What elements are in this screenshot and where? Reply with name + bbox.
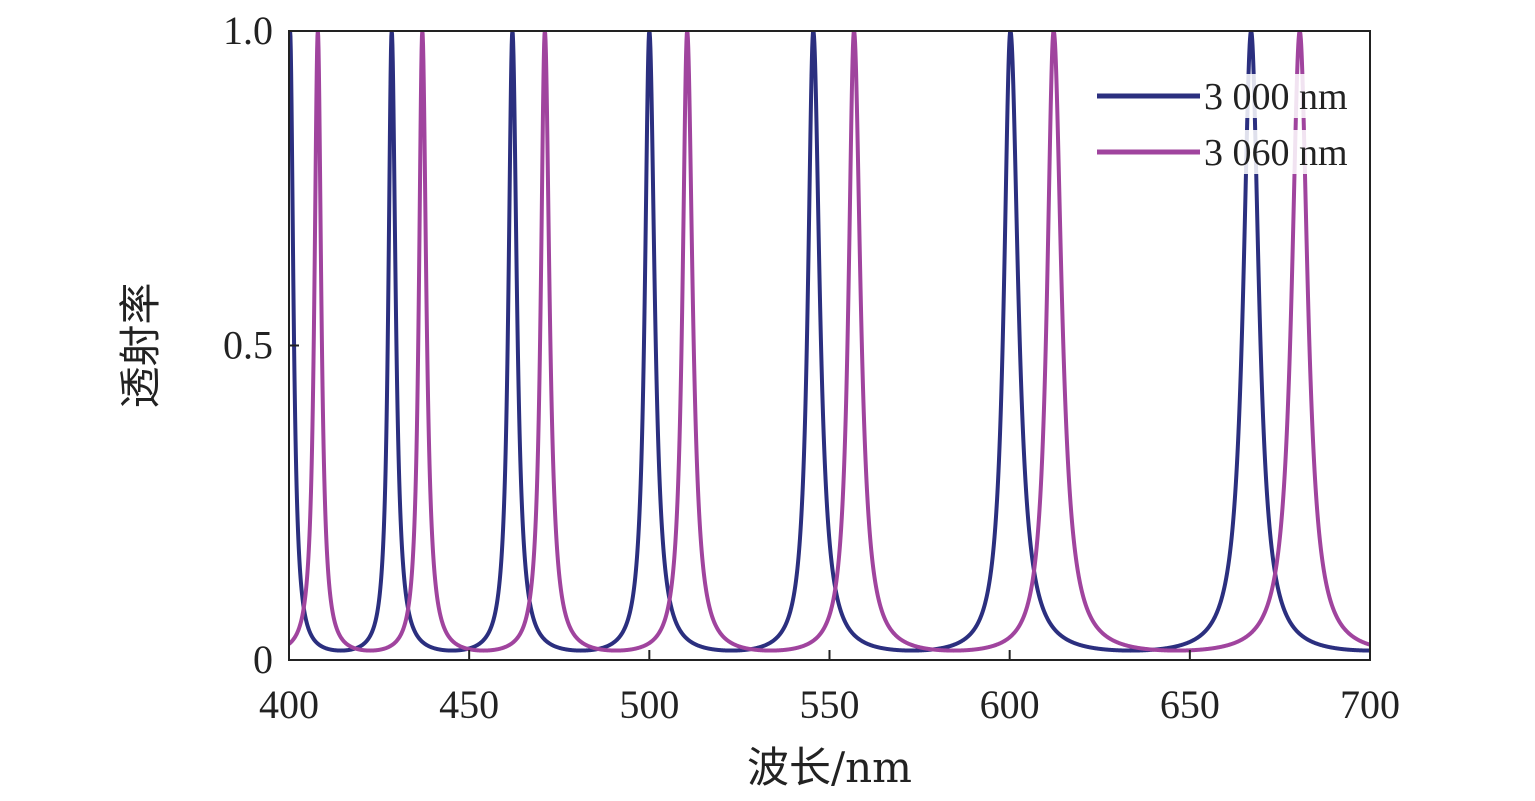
x-axis-title: 波长/nm	[747, 743, 912, 792]
legend-label-1: 3 000 nm	[1204, 76, 1348, 118]
x-tick-label: 650	[1160, 682, 1220, 727]
legend-label-2: 3 060 nm	[1204, 132, 1348, 174]
tick-layer: 400 450 500 550 600 650 700 0 0.5 1.0	[223, 8, 1400, 727]
plot-frame	[288, 30, 1371, 661]
x-tick-label: 550	[800, 682, 860, 727]
x-tick-label: 450	[439, 682, 499, 727]
y-tick-label: 0.5	[223, 323, 273, 368]
x-tick-label: 700	[1340, 682, 1400, 727]
series-layer	[289, 31, 1370, 653]
y-tick-label: 1.0	[223, 8, 273, 53]
x-tick-label: 600	[980, 682, 1040, 727]
series-line-1	[289, 31, 1370, 653]
legend: 3 000 nm 3 060 nm	[1092, 74, 1362, 174]
x-tick-label: 500	[619, 682, 679, 727]
y-tick-label: 0	[253, 637, 273, 682]
x-tick-label: 400	[259, 682, 319, 727]
y-axis-title: 透射率	[116, 282, 165, 408]
